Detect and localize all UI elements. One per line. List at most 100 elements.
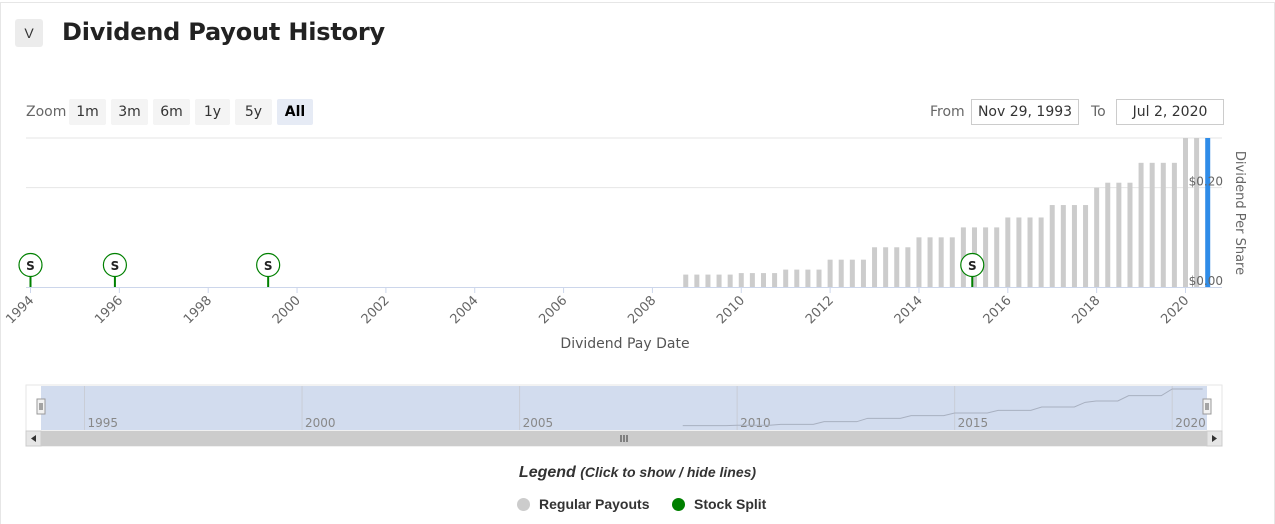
navigator-left-handle[interactable] [36, 398, 46, 415]
split-marker: S [960, 252, 985, 287]
bar [938, 237, 944, 287]
legend-subtitle: (Click to show / hide lines) [580, 464, 757, 480]
bar [827, 259, 833, 287]
bar [1171, 162, 1177, 287]
navigator-tick-label: 2005 [523, 416, 554, 430]
bar [1194, 138, 1200, 287]
bar [783, 269, 789, 287]
bar [1105, 182, 1111, 287]
x-tick-label: 2002 [359, 293, 393, 327]
split-label: S [968, 259, 977, 273]
collapse-toggle[interactable]: V [15, 19, 43, 47]
navigator-tick-label: 2020 [1175, 416, 1206, 430]
navigator-ticks: 1995 2000 2005 2010 2015 2020 [84, 386, 1206, 430]
bar [794, 269, 800, 287]
bar [727, 274, 733, 287]
x-tick-label: 2010 [714, 293, 748, 327]
bar [1205, 138, 1211, 287]
bar [860, 259, 866, 287]
legend-item-stock-split[interactable]: Stock Split [672, 496, 766, 512]
bar [894, 247, 900, 287]
to-date-input[interactable]: Jul 2, 2020 [1116, 99, 1224, 125]
navigator-selection[interactable] [41, 386, 1207, 430]
navigator-series-line [682, 388, 1203, 427]
bar [683, 274, 689, 287]
arrow-right-icon [1212, 435, 1217, 442]
bar [872, 247, 878, 287]
navigator-tick-label: 2010 [740, 416, 771, 430]
x-tick-label: 1994 [3, 293, 37, 327]
split-circle [102, 252, 128, 278]
x-tick-label: 2018 [1069, 293, 1103, 327]
x-tick-label: 2004 [448, 293, 482, 327]
bar [916, 237, 922, 287]
arrow-left-icon [31, 435, 36, 442]
bar [1005, 217, 1011, 287]
x-tick-label: 2008 [625, 293, 659, 327]
bar [838, 259, 844, 287]
zoom-6m-button[interactable]: 6m [153, 99, 190, 125]
page-title: Dividend Payout History [62, 18, 385, 46]
bar [1094, 187, 1100, 287]
to-label: To [1091, 104, 1106, 120]
scrollbar[interactable] [25, 430, 1223, 447]
split-label: S [26, 259, 35, 273]
legend-item-regular-payouts[interactable]: Regular Payouts [517, 496, 649, 512]
split-marker: S [102, 252, 128, 287]
legend-dot-regular [517, 497, 530, 511]
bar [1071, 205, 1077, 287]
bar [772, 273, 778, 287]
bar [1149, 162, 1155, 287]
zoom-5y-button[interactable]: 5y [235, 99, 272, 125]
from-date-input[interactable]: Nov 29, 1993 [971, 99, 1079, 125]
bar [849, 259, 855, 287]
bar [1038, 217, 1044, 287]
y-axis-ticks: $0.00 $0.20 [1189, 175, 1223, 288]
zoom-1y-button[interactable]: 1y [195, 99, 230, 125]
x-axis-label: Dividend Pay Date [560, 336, 689, 352]
zoom-3m-button[interactable]: 3m [111, 99, 148, 125]
bar [949, 237, 955, 287]
split-circle [256, 252, 281, 278]
legend-label-split: Stock Split [694, 496, 767, 512]
navigator-right-handle[interactable] [1202, 398, 1212, 415]
legend-title: Legend (Click to show / hide lines) [0, 464, 1275, 482]
x-tick-label: 2012 [803, 293, 837, 327]
zoom-all-button[interactable]: All [277, 99, 313, 125]
navigator-tick-label: 1995 [88, 416, 119, 430]
bar [905, 247, 911, 287]
zoom-1m-button[interactable]: 1m [69, 99, 106, 125]
bar [1016, 217, 1022, 287]
bar [805, 269, 811, 287]
split-circle [18, 252, 43, 278]
bar [1127, 182, 1133, 287]
bars [683, 138, 1211, 287]
bar [749, 273, 755, 287]
x-tick-label: 2016 [981, 293, 1015, 327]
x-tick-label: 1996 [92, 293, 126, 327]
split-circle [960, 252, 985, 278]
bar [994, 227, 1000, 287]
legend-label-regular: Regular Payouts [539, 496, 650, 512]
grid-lines [26, 187, 1222, 288]
navigator-tick-label: 2000 [305, 416, 336, 430]
bar [1116, 182, 1122, 287]
bar [738, 273, 744, 287]
bar [1027, 217, 1033, 287]
split-marker: S [18, 252, 43, 287]
split-marker: S [256, 252, 281, 287]
bar [1083, 205, 1089, 287]
navigator-tick-label: 2015 [958, 416, 989, 430]
x-tick-label: 2006 [536, 293, 570, 327]
bar [1060, 205, 1066, 287]
x-tick-label: 1998 [181, 293, 215, 327]
navigator[interactable]: 1995 2000 2005 2010 2015 2020 [25, 384, 1223, 432]
bar [1183, 138, 1188, 287]
bar [927, 237, 933, 287]
bar [1138, 162, 1144, 287]
bar [816, 269, 822, 287]
y-tick-label: $0.20 [1189, 175, 1223, 189]
bar [705, 274, 711, 287]
